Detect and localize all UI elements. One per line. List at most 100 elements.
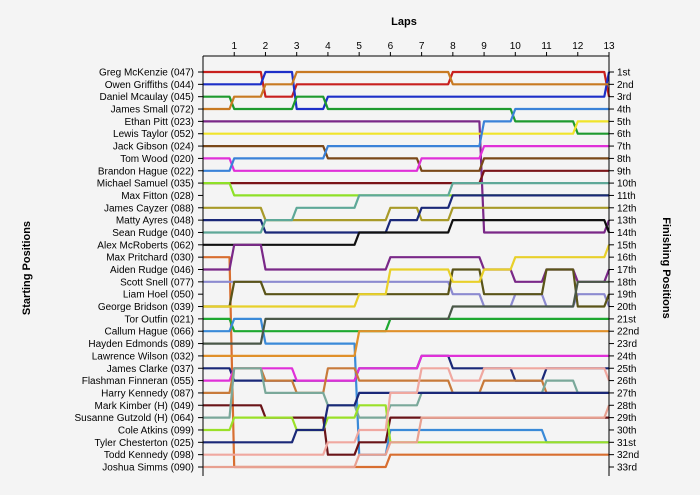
series-line-12 [203,206,609,222]
series-line-4 [203,70,609,111]
series-line-19 [203,268,611,308]
start-driver-label: Flashman Finneran (055) [82,376,194,387]
finish-position-label: 16th [617,253,636,264]
finish-position-label: 2nd [617,80,634,91]
start-driver-label: Tor Outfin (021) [125,314,194,325]
lap-tick-label: 11 [541,41,552,52]
start-driver-label: Mark Kimber (H) (049) [95,401,194,412]
start-driver-label: Aiden Rudge (046) [110,265,194,276]
finish-position-label: 31st [617,438,636,449]
start-driver-label: Jack Gibson (024) [113,142,194,153]
series-line-1 [203,70,611,98]
finish-position-label: 20th [617,302,636,313]
finish-position-label: 23rd [617,339,637,350]
series-line-3 [203,95,609,135]
finish-position-label: 29th [617,413,636,424]
y-axis-title: Starting Positions [21,221,33,315]
start-driver-label: Owen Griffiths (044) [105,80,194,91]
lap-tick-label: 8 [450,41,456,52]
finish-position-label: 7th [617,142,631,153]
start-driver-label: Scott Snell (077) [120,277,194,288]
start-driver-label: Tom Wood (020) [120,154,194,165]
series-line-24 [203,330,609,357]
start-driver-label: James Clarke (037) [107,364,194,375]
x-axis-title: Laps [391,16,417,28]
series-line-5 [203,120,611,234]
finish-position-label: 1st [617,68,631,79]
start-driver-label: Lewis Taylor (052) [113,129,194,140]
start-driver-label: George Bridson (039) [98,302,194,313]
finish-position-label: 17th [617,265,636,276]
finish-position-label: 24th [617,351,636,362]
series-line-21 [203,317,609,333]
series-lines [203,70,611,469]
finish-position-label: 4th [617,105,631,116]
finish-position-label: 13th [617,216,636,227]
start-driver-label: Matty Ayres (048) [116,216,194,227]
series-line-33 [203,404,611,469]
series-line-31 [203,391,609,444]
start-driver-label: Callum Hague (066) [105,327,195,338]
series-line-7 [203,145,609,172]
series-line-20 [203,244,611,308]
finish-position-label: 15th [617,240,636,251]
start-driver-label: Alex McRoberts (062) [97,240,194,251]
series-line-9 [203,107,609,172]
finish-position-label: 9th [617,166,631,177]
y2-axis-title: Finishing Positions [660,217,672,318]
lap-tick-label: 9 [481,41,487,52]
start-driver-label: James Small (072) [111,105,194,116]
finish-position-label: 27th [617,388,636,399]
lap-tick-label: 2 [263,41,269,52]
series-line-8 [203,145,609,172]
start-driver-label: Liam Hoel (050) [123,290,194,301]
start-driver-label: James Cayzer (088) [104,203,194,214]
series-line-30 [203,404,609,444]
axes [202,55,610,476]
finish-position-label: 32nd [617,450,639,461]
starting-position-labels: Greg McKenzie (047)Owen Griffiths (044)D… [74,68,203,474]
series-line-27 [203,367,609,394]
lap-tick-label: 3 [294,41,300,52]
lap-tick-label: 10 [510,41,522,52]
start-driver-label: Hayden Edmonds (089) [88,339,194,350]
start-driver-label: Susanne Gutzold (H) (064) [74,413,194,424]
finish-position-label: 26th [617,376,636,387]
start-driver-label: Michael Samuel (035) [97,179,194,190]
start-driver-label: Joshua Simms (090) [102,463,194,474]
lap-tick-label: 12 [572,41,584,52]
start-driver-label: Tyler Chesterton (025) [95,438,195,449]
finish-position-label: 11th [617,191,636,202]
start-driver-label: Harry Kennedy (087) [101,388,194,399]
series-line-14 [203,182,609,234]
series-line-2 [203,70,611,111]
finish-position-label: 12th [617,203,636,214]
start-driver-label: Greg McKenzie (047) [99,68,194,79]
finish-position-label: 22nd [617,327,639,338]
start-driver-label: Max Fitton (028) [121,191,194,202]
start-driver-label: Sean Rudge (040) [112,228,194,239]
finish-position-label: 10th [617,179,636,190]
series-line-15 [203,219,611,246]
start-driver-label: Cole Atkins (099) [118,425,194,436]
start-driver-label: Daniel Mcaulay (045) [100,92,195,103]
series-line-13 [203,194,609,234]
finish-position-label: 30th [617,425,636,436]
finish-position-label: 3rd [617,92,631,103]
start-driver-label: Todd Kennedy (098) [104,450,194,461]
start-driver-label: Ethan Pitt (023) [125,117,194,128]
finish-position-label: 6th [617,129,631,140]
series-line-6 [203,120,609,135]
series-line-10 [203,169,609,185]
series-line-23 [203,280,609,345]
finish-position-label: 28th [617,401,636,412]
finish-position-label: 25th [617,364,636,375]
start-driver-label: Brandon Hague (022) [98,166,194,177]
finish-position-label: 33rd [617,463,637,474]
lap-tick-label: 6 [388,41,394,52]
lap-tick-label: 1 [231,41,237,52]
finish-position-label: 14th [617,228,636,239]
